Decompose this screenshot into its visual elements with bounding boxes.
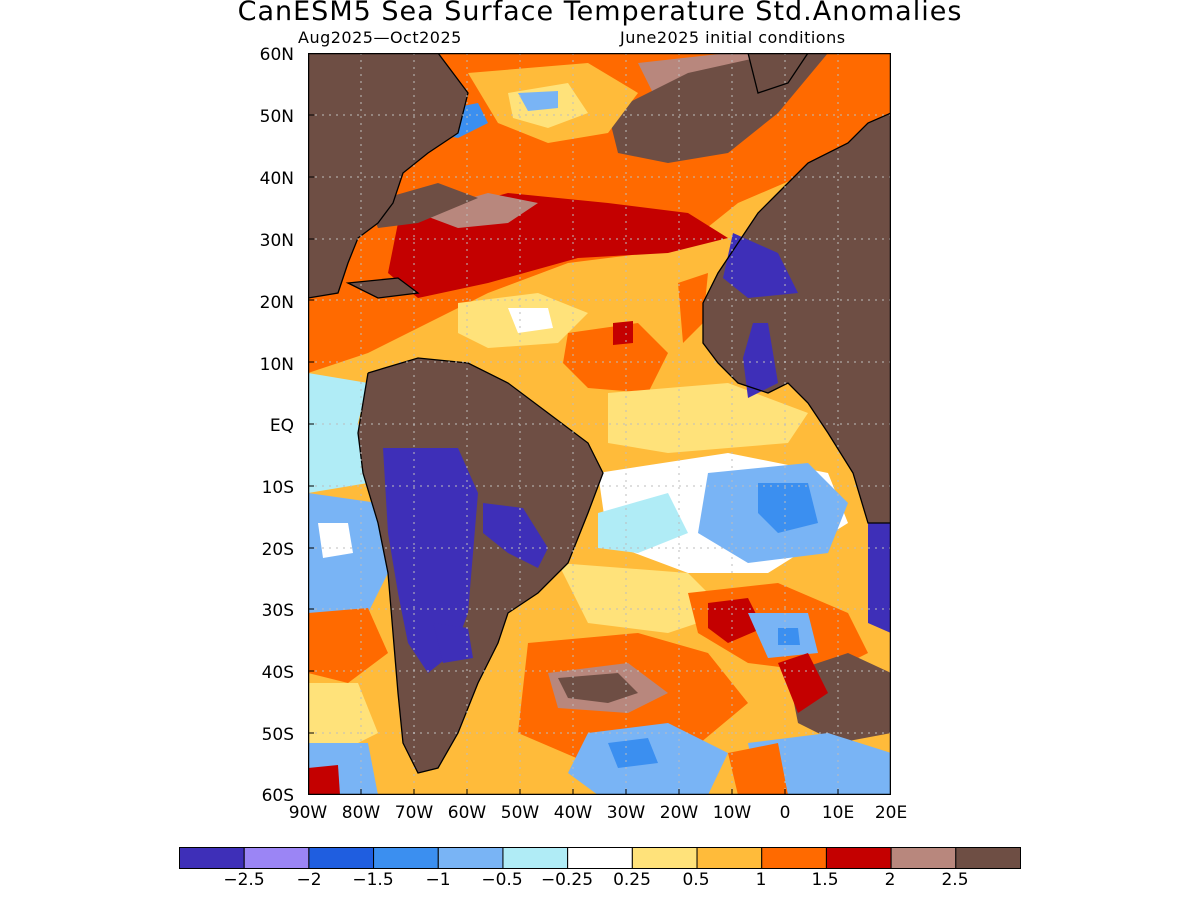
lon-label: 90W [288,803,328,823]
colorbar-label: −0.25 [540,870,594,890]
map-title: CanESM5 Sea Surface Temperature Std.Anom… [237,0,963,27]
anomaly-region [368,183,478,228]
lon-label: 70W [394,803,434,823]
caribbean-islands [348,278,418,298]
colorbar-label: −1 [425,870,451,890]
colorbar-swatch [890,847,957,869]
colorbar-swatch [243,847,310,869]
colorbar-swatch [761,847,827,869]
colorbar-swatch [179,847,245,869]
lat-label: EQ [269,416,294,436]
greenland-land [748,53,808,93]
colorbar-swatch [437,847,504,869]
anomaly-region [613,321,633,345]
anomaly-region [433,623,473,663]
anomaly-region [778,653,828,713]
initial-conditions-label: June2025 initial conditions [620,28,846,47]
lon-label: 50W [500,803,540,823]
north-america-land [308,53,468,298]
grid-lines [308,53,891,795]
lat-label: 10S [261,478,294,498]
anomaly-region [308,683,378,753]
coastlines [308,53,891,774]
lat-label: 40N [259,169,294,189]
colorbar-label: −1.5 [352,870,394,890]
colorbar-label: −2.5 [223,870,265,890]
anomaly-region [308,373,368,493]
colorbar-label: 0.5 [682,870,710,890]
colorbar-swatch [502,847,569,869]
europe-africa-land [703,53,891,523]
anomaly-region [558,673,638,703]
lat-label: 50S [261,725,294,745]
lon-label: 0 [779,803,791,823]
anomaly-region [483,503,548,568]
anomaly-region [563,323,668,393]
sst-anomaly-map [308,53,891,795]
lat-label: 20S [261,540,294,560]
colorbar-label: 1.5 [811,870,839,890]
anomaly-region [518,91,558,111]
anomaly-region [608,383,808,453]
lon-label: 40W [553,803,593,823]
lat-label: 40S [261,663,294,683]
lon-label: 80W [341,803,381,823]
colorbar-label: −0.5 [481,870,523,890]
anomaly-region [308,608,388,683]
anomaly-region [728,743,788,795]
anomaly-region [723,233,798,298]
colorbar-swatch [631,847,698,869]
lon-label: 20E [874,803,908,823]
colorbar-swatch [825,847,892,869]
lon-label: 60W [447,803,487,823]
colorbar-label: 2.5 [941,870,969,890]
colorbar-swatch [308,847,375,869]
lat-label: 30N [259,231,294,251]
colorbar [179,847,1021,869]
colorbar-label: −2 [296,870,322,890]
tick-marks [308,114,839,795]
lat-label: 20N [259,293,294,313]
forecast-period-label: Aug2025—Oct2025 [298,28,462,47]
anomaly-region [383,448,478,673]
anomaly-region [743,323,778,398]
lon-label: 20W [659,803,699,823]
anomaly-region [678,273,708,343]
colorbar-swatch [955,847,1021,869]
colorbar-swatch [696,847,763,869]
anomaly-region [308,765,340,795]
anomaly-region [558,563,728,633]
anomaly-region [318,523,353,558]
lat-label: 60S [261,786,294,806]
anomaly-region [778,628,800,645]
lon-label: 10E [821,803,855,823]
anomaly-region [868,523,891,633]
colorbar-swatch [373,847,439,869]
anomaly-region [418,193,538,228]
lon-label: 10W [712,803,752,823]
anomaly-region [608,738,658,768]
lat-label: 60N [259,45,294,65]
lat-label: 50N [259,107,294,127]
anomaly-region [758,483,818,533]
anomaly-region [598,493,688,553]
lon-label: 30W [606,803,646,823]
colorbar-label: 1 [755,870,767,890]
colorbar-swatch [567,847,633,869]
anomaly-region [508,308,553,333]
colorbar-label: 2 [884,870,896,890]
lat-label: 10N [259,355,294,375]
lat-label: 30S [261,601,294,621]
colorbar-label: 0.25 [613,870,651,890]
